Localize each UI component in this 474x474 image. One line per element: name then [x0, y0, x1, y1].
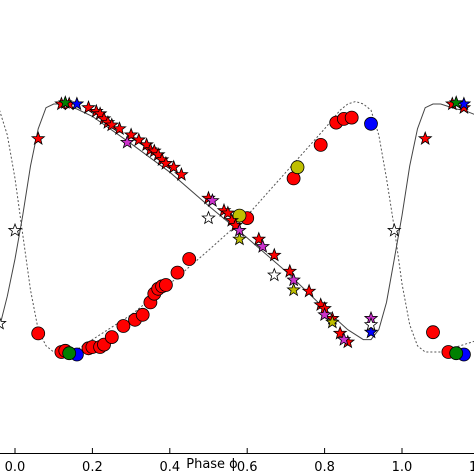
- green-circle-point: [449, 346, 464, 361]
- red-star-point: [158, 155, 174, 170]
- white-star-point: [201, 210, 216, 225]
- red-circle-point: [182, 252, 197, 266]
- blue-star-point: [69, 96, 85, 111]
- white-star-point: [7, 222, 23, 237]
- x-axis: 0.0 0.2 0.4 0.6 0.8 1.0 1.2: [0, 448, 474, 474]
- blue-circle-point: [364, 116, 378, 131]
- red-star-point: [251, 231, 267, 246]
- red-circle-point: [31, 326, 46, 341]
- x-tick-label: 0.6: [237, 460, 258, 474]
- x-axis-label: Phase ϕ: [186, 457, 238, 472]
- red-star-point: [417, 131, 433, 145]
- red-star-point: [104, 117, 120, 132]
- magenta-star-point: [336, 331, 352, 346]
- red-star-point: [282, 263, 298, 278]
- x-tick-label: 0.0: [5, 460, 26, 474]
- green-star-point: [448, 95, 464, 109]
- x-tick-label: 1.0: [392, 460, 413, 474]
- red-circle-point: [116, 319, 131, 333]
- white-star-point: [386, 222, 402, 237]
- magenta-star-point: [119, 134, 135, 149]
- green-circle-point: [62, 346, 77, 361]
- magenta-star-point: [205, 193, 220, 207]
- olive-circle-point: [290, 160, 305, 175]
- red-circle-point: [135, 307, 150, 322]
- red-star-point: [174, 167, 189, 181]
- x-tick-label: 0.8: [314, 460, 335, 474]
- olive-star-point: [286, 282, 301, 297]
- olive-star-point: [232, 231, 247, 246]
- x-tick-label: 1.2: [469, 460, 474, 474]
- magenta-star-point: [317, 307, 332, 322]
- x-tick-label: 0.2: [82, 460, 103, 474]
- white-star-point: [267, 267, 282, 282]
- white-star-point: [363, 317, 379, 331]
- red-star-point: [332, 325, 348, 340]
- blue-star-point: [363, 324, 379, 339]
- red-star-point: [123, 127, 139, 142]
- red-star-point: [81, 100, 96, 114]
- red-star-point: [301, 283, 317, 298]
- red-star-point: [220, 205, 236, 220]
- red-star-point: [30, 131, 46, 145]
- olive-star-point: [325, 314, 340, 329]
- red-star-point: [166, 159, 182, 174]
- green-star-point: [57, 95, 73, 109]
- data-points: [0, 95, 472, 362]
- white-star-point: [0, 317, 7, 330]
- red-circle-point: [170, 265, 185, 280]
- x-tick-label: 0.4: [159, 460, 180, 474]
- magenta-star-point: [255, 238, 271, 253]
- red-circle-point: [104, 330, 119, 345]
- red-circle-point: [158, 278, 173, 292]
- red-circle-point: [426, 325, 440, 340]
- red-circle-point: [344, 110, 359, 125]
- red-star-point: [266, 247, 282, 262]
- red-star-point: [112, 121, 127, 136]
- red-star-point: [131, 132, 147, 147]
- red-circle-point: [313, 137, 328, 152]
